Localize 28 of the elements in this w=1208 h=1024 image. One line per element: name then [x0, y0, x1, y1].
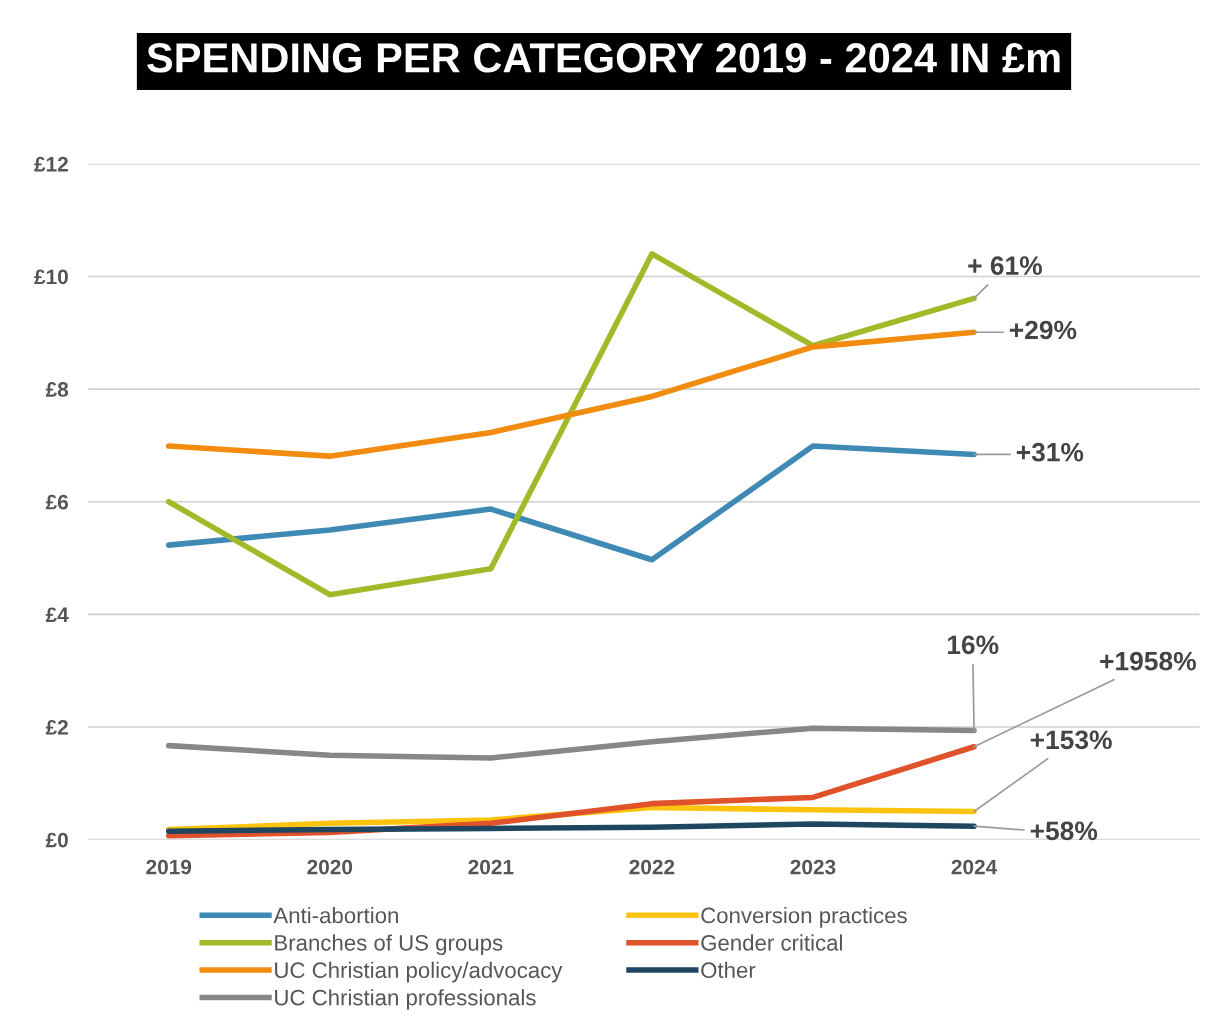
x-tick-label: 2021 — [468, 859, 514, 875]
annotation: +58% — [1030, 821, 1098, 841]
x-tick-label: 2023 — [790, 859, 836, 875]
y-tick-label: £12 — [34, 156, 68, 172]
annotation: + 61% — [968, 256, 1042, 275]
x-tick-label: 2020 — [307, 859, 353, 875]
y-tick-label: £0 — [45, 832, 68, 848]
y-tick-label: £2 — [45, 720, 68, 735]
x-tick-label: 2019 — [146, 859, 192, 875]
annotation: +153% — [1030, 730, 1112, 750]
y-tick-label: £4 — [45, 607, 69, 622]
legend-label: UC Christian professionals — [275, 989, 536, 1010]
annotation: +31% — [1016, 442, 1084, 462]
legend-label: Anti-abortion — [273, 906, 398, 924]
x-tick-label: 2022 — [629, 859, 675, 875]
annotation: +1958% — [1100, 651, 1196, 671]
annotation: 16% — [947, 635, 999, 655]
legend-label: Conversion practices — [701, 906, 907, 928]
x-tick-label: 2024 — [951, 859, 998, 875]
y-tick-label: £6 — [45, 494, 68, 510]
legend-label: UC Christian policy/advocacy — [275, 961, 563, 983]
y-tick-label: £10 — [34, 269, 68, 285]
y-tick-label: £8 — [45, 382, 69, 397]
legend-label: Gender critical — [701, 934, 842, 951]
chart-title: SPENDING PER CATEGORY 2019 - 2024 IN £m — [147, 43, 1060, 73]
legend-label: Other — [701, 961, 756, 979]
legend-label: Branches of US groups — [275, 934, 503, 956]
annotation: +29% — [1009, 320, 1077, 340]
